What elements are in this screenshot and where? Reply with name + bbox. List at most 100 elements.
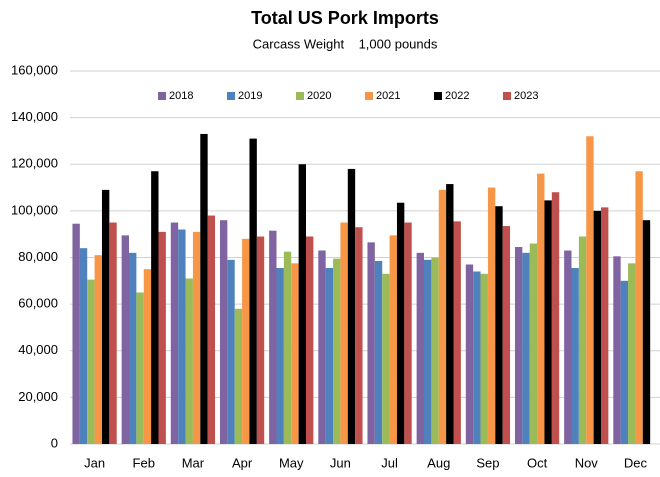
y-tick-label: 160,000 (11, 62, 58, 77)
x-tick-label: Jan (84, 455, 105, 470)
y-tick-label: 120,000 (11, 156, 58, 171)
bar (340, 222, 348, 444)
bar (249, 138, 257, 444)
bar (416, 252, 424, 444)
bar (374, 260, 383, 444)
bar (333, 258, 341, 444)
bar (389, 235, 397, 444)
legend-label: 2022 (445, 90, 469, 102)
bar (620, 280, 629, 444)
chart-subtitle: Carcass Weight 1,000 pounds (253, 36, 438, 51)
bar (446, 184, 454, 445)
bar (431, 257, 439, 444)
bar (487, 187, 496, 444)
x-tick-label: Dec (624, 455, 648, 470)
bar (178, 229, 186, 444)
y-tick-label: 20,000 (18, 389, 58, 404)
x-tick-label: Mar (182, 455, 205, 470)
bar (473, 271, 481, 444)
bar (382, 273, 390, 444)
bar (529, 243, 538, 444)
x-tick-label: Apr (232, 455, 253, 470)
bar (192, 231, 201, 444)
bar (72, 223, 80, 444)
y-tick-label: 140,000 (11, 109, 58, 124)
bar (564, 250, 572, 444)
bar (642, 220, 651, 444)
bar (404, 222, 412, 444)
y-tick-label: 80,000 (18, 249, 58, 264)
bar (453, 221, 461, 444)
bar (207, 215, 216, 444)
bar (234, 308, 243, 444)
bar (256, 236, 265, 444)
bar (502, 226, 511, 444)
bar (355, 227, 363, 444)
bar (219, 220, 228, 444)
bar (269, 230, 277, 444)
bar (227, 259, 235, 444)
bar (291, 263, 299, 444)
legend-swatch (434, 92, 442, 100)
x-tick-label: Jul (381, 455, 398, 470)
x-tick-label: May (279, 455, 304, 470)
bar (613, 256, 621, 444)
legend-label: 2021 (376, 90, 400, 102)
legend-swatch (365, 92, 373, 100)
x-tick-label: Oct (527, 455, 548, 470)
y-tick-label: 40,000 (18, 342, 58, 357)
bar (495, 206, 503, 444)
bar (283, 251, 292, 444)
bar (79, 248, 88, 444)
bar (537, 173, 545, 444)
x-tick-label: Sep (476, 455, 499, 470)
bar (571, 267, 579, 444)
bar (87, 279, 95, 444)
bar (601, 207, 609, 444)
bar (367, 242, 375, 444)
bar (129, 252, 137, 444)
bar (628, 263, 636, 444)
bar (276, 267, 284, 444)
bar (424, 259, 432, 444)
bar (121, 235, 129, 444)
bar (396, 202, 405, 444)
bar (101, 189, 110, 444)
x-tick-label: Nov (575, 455, 599, 470)
bar (242, 238, 250, 444)
chart-title: Total US Pork Imports (251, 8, 439, 28)
bar (318, 250, 326, 444)
bar (94, 255, 102, 444)
bar (298, 164, 306, 444)
legend-swatch (503, 92, 511, 100)
bar (109, 222, 117, 444)
bar (158, 231, 166, 444)
legend-label: 2019 (238, 90, 262, 102)
bar (347, 168, 356, 444)
legend-label: 2018 (169, 90, 193, 102)
bar (514, 247, 523, 444)
y-tick-label: 0 (51, 435, 58, 450)
bar (136, 292, 144, 444)
bar (593, 210, 601, 444)
bar (306, 236, 314, 444)
bar (551, 192, 560, 444)
bar (170, 222, 179, 444)
bar (544, 200, 552, 444)
x-tick-label: Aug (427, 455, 450, 470)
bar (522, 252, 530, 444)
y-tick-label: 100,000 (11, 202, 58, 217)
bar (578, 236, 587, 444)
legend-swatch (296, 92, 304, 100)
legend-label: 2020 (307, 90, 331, 102)
legend-swatch (158, 92, 166, 100)
x-tick-label: Jun (330, 455, 351, 470)
bar (438, 189, 447, 444)
bar (200, 133, 208, 444)
y-tick-label: 60,000 (18, 296, 58, 311)
bar (635, 171, 643, 444)
legend-swatch (227, 92, 235, 100)
bar (185, 278, 193, 444)
bar (143, 269, 152, 444)
